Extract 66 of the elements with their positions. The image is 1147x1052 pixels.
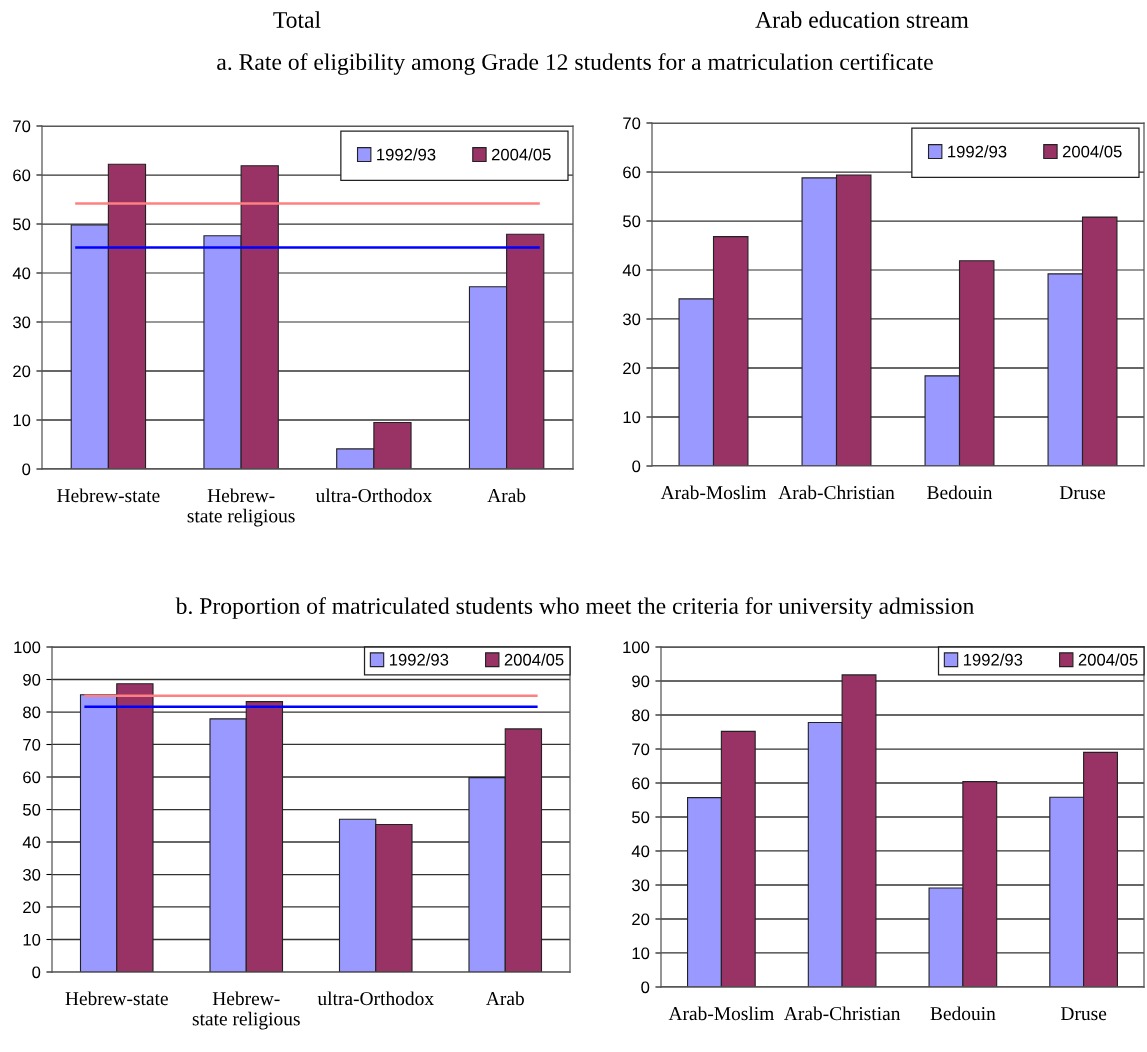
- x-tick-label: Arab-Christian: [784, 1006, 901, 1021]
- legend-label: 2004/05: [1078, 653, 1138, 666]
- y-tick-label: 40: [622, 264, 641, 277]
- x-tick-label: Arab-Moslim: [660, 485, 767, 500]
- chart-subtitle: a. Rate of eligibility among Grade 12 students for a matriculation certificate: [217, 53, 933, 75]
- legend-label: 2004/05: [1062, 145, 1122, 158]
- legend-label: 1992/93: [963, 653, 1023, 666]
- y-tick-label: 20: [623, 362, 641, 375]
- y-tick-label: 0: [641, 981, 650, 994]
- legend-label: 1992/93: [948, 145, 1007, 158]
- legend-label: 1992/93: [389, 653, 449, 666]
- y-tick-label: 20: [13, 365, 31, 378]
- y-tick-label: 70: [13, 120, 31, 133]
- x-tick-label: Arab-Christian: [778, 485, 895, 500]
- y-tick-label: 60: [23, 771, 41, 784]
- x-tick-label: Arab: [486, 991, 524, 1006]
- y-tick-label: 0: [32, 966, 41, 979]
- y-tick-label: 0: [632, 460, 641, 473]
- y-tick-label: 50: [632, 811, 650, 824]
- y-tick-label: 30: [622, 313, 641, 326]
- y-tick-label: 10: [632, 947, 650, 960]
- x-tick-label: Hebrew- state religious: [192, 991, 300, 1030]
- y-tick-label: 90: [23, 673, 41, 686]
- y-tick-label: 20: [23, 901, 41, 914]
- y-tick-label: 30: [22, 868, 41, 881]
- y-tick-label: 100: [623, 641, 650, 654]
- y-tick-label: 90: [632, 675, 650, 688]
- x-tick-label: Hebrew-state: [65, 991, 168, 1006]
- y-tick-label: 50: [23, 803, 41, 816]
- y-tick-label: 70: [632, 743, 650, 756]
- x-tick-label: Arab: [487, 488, 526, 503]
- y-tick-label: 30: [12, 316, 31, 329]
- legend-label: 1992/93: [377, 148, 436, 161]
- x-tick-label: ultra-Orthodox: [315, 488, 432, 503]
- chart-title: Total: [273, 11, 321, 28]
- y-tick-label: 80: [632, 709, 650, 722]
- y-tick-label: 10: [13, 414, 31, 427]
- y-tick-label: 50: [623, 215, 641, 228]
- x-tick-label: Arab-Moslim: [668, 1006, 774, 1021]
- y-tick-label: 30: [631, 879, 650, 892]
- legend-label: 2004/05: [504, 653, 564, 666]
- y-tick-label: 60: [632, 777, 650, 790]
- y-tick-label: 70: [23, 738, 41, 751]
- y-tick-label: 40: [22, 836, 41, 849]
- y-tick-label: 10: [623, 411, 641, 424]
- x-tick-label: Druse: [1060, 1007, 1107, 1021]
- y-tick-label: 10: [23, 933, 41, 946]
- chart-title: Arab education stream: [755, 11, 969, 28]
- y-tick-label: 40: [631, 845, 650, 858]
- y-tick-label: 70: [623, 117, 641, 130]
- y-tick-label: 80: [23, 706, 41, 719]
- y-tick-label: 50: [13, 218, 31, 231]
- y-tick-label: 60: [623, 166, 641, 179]
- x-tick-label: Bedouin: [927, 485, 993, 500]
- x-tick-label: Hebrew- state religious: [187, 488, 295, 527]
- x-tick-label: Hebrew-state: [57, 488, 160, 503]
- x-tick-label: Bedouin: [930, 1006, 996, 1021]
- x-tick-label: Druse: [1059, 486, 1106, 500]
- y-tick-label: 100: [14, 641, 41, 654]
- y-tick-label: 40: [12, 267, 31, 280]
- chart-title: b. Proportion of matriculated students who meet the criteria for university admission: [175, 597, 974, 619]
- y-tick-label: 0: [22, 463, 31, 476]
- y-tick-label: 60: [13, 169, 31, 182]
- x-tick-label: ultra-Orthodox: [317, 991, 434, 1006]
- legend-label: 2004/05: [491, 148, 551, 161]
- y-tick-label: 20: [632, 913, 650, 926]
